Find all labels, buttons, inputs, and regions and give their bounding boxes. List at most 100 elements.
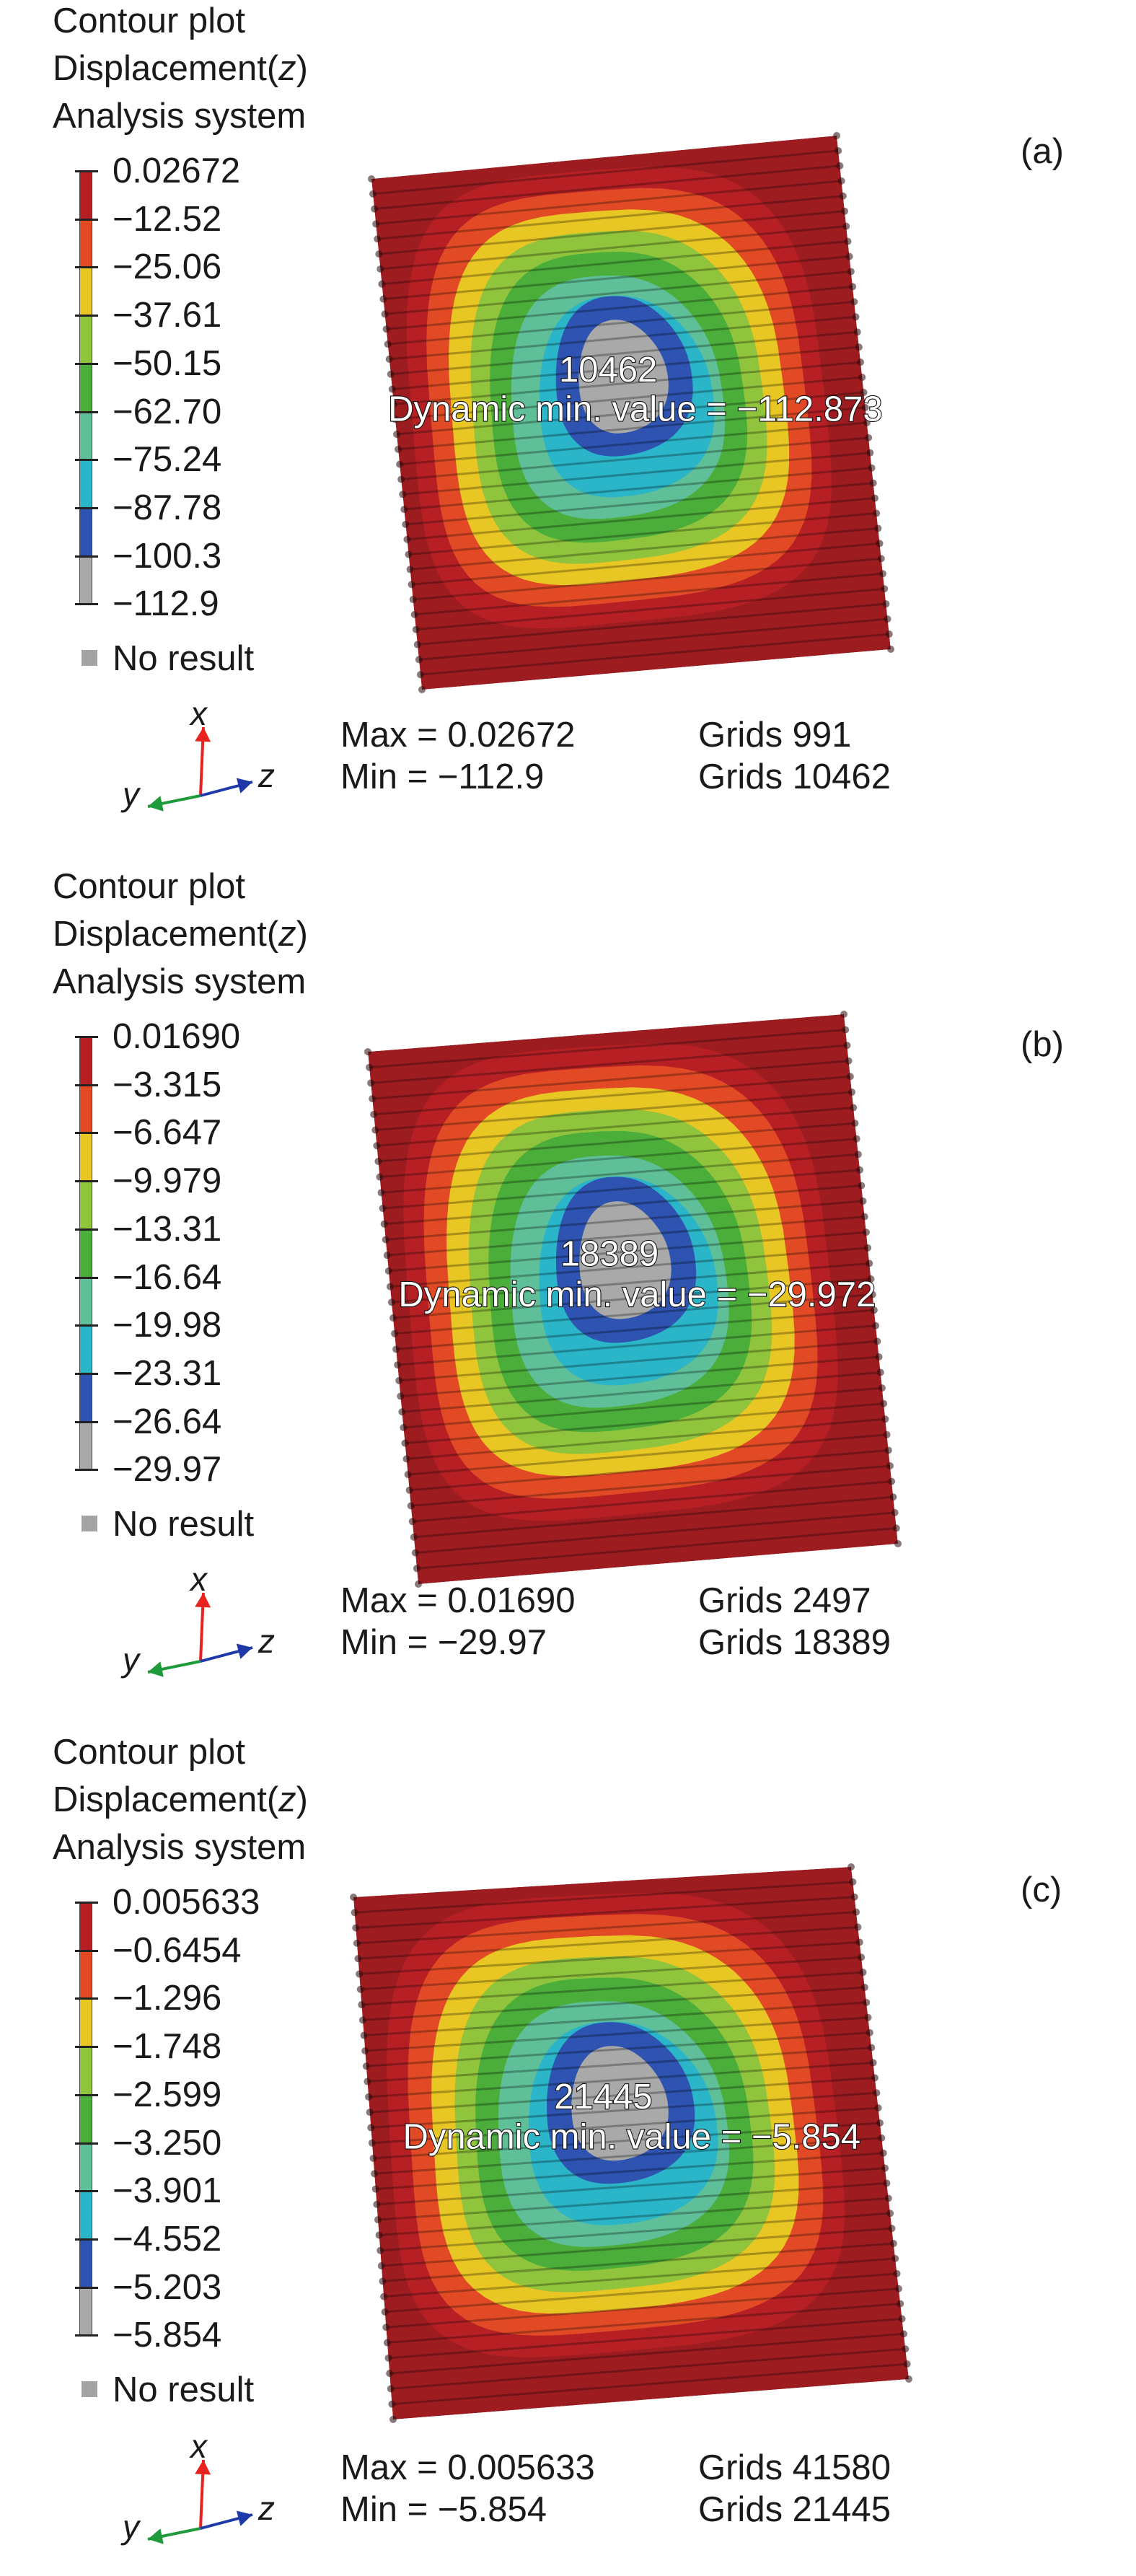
mesh-row-line	[415, 1511, 895, 1555]
z-axis-label: z	[258, 2489, 275, 2527]
mesh-edge-node	[849, 1878, 857, 1886]
mesh-edge-node	[864, 1244, 872, 1252]
mesh-edge-node	[401, 1439, 409, 1447]
mesh-row-line	[356, 1911, 857, 1945]
mesh-edge-node	[382, 325, 390, 333]
mesh-edge-node	[840, 1011, 847, 1018]
legend-tick	[75, 1083, 98, 1086]
mesh-row-line	[417, 602, 886, 646]
mesh-edge-node	[860, 389, 868, 396]
mesh-row-line	[374, 2137, 882, 2175]
max-value: Max = 0.02672	[340, 716, 576, 755]
mesh-edge-node	[894, 1540, 902, 1547]
mesh-edge-node	[385, 355, 393, 363]
legend-tick	[75, 1420, 98, 1423]
panel-label: (c)	[1021, 1871, 1062, 1909]
mesh-edge-node	[860, 1213, 868, 1221]
dynamic-min-value: Dynamic min. value = −29.972	[398, 1275, 876, 1314]
mesh-edge-node	[888, 1477, 896, 1485]
mesh-edge-node	[394, 1361, 402, 1369]
max-value: Max = 0.01690	[340, 1581, 576, 1620]
dynamic-min-value: Dynamic min. value = −112.873	[388, 390, 882, 429]
mesh-edge-node	[899, 2330, 907, 2338]
legend-tick	[75, 506, 98, 509]
mesh-edge-node	[884, 615, 891, 623]
mesh-edge-node	[866, 449, 874, 457]
legend-label: −37.61	[113, 296, 222, 335]
colorbar-band	[80, 316, 92, 364]
mesh-edge-node	[878, 1384, 886, 1392]
mesh-edge-node	[389, 1314, 397, 1322]
mesh-edge-node	[409, 596, 417, 604]
mesh-edge-node	[381, 310, 389, 318]
mesh-edge-node	[875, 1353, 883, 1360]
mesh-row-line	[382, 1169, 860, 1210]
mesh-edge-node	[842, 222, 850, 230]
mesh-edge-node	[384, 2354, 392, 2362]
mesh-row-line	[371, 2091, 877, 2129]
mesh-edge-node	[364, 2078, 371, 2085]
mesh-row-line	[411, 542, 880, 586]
mesh-edge-node	[358, 2001, 366, 2009]
mesh-row-line	[374, 1075, 850, 1116]
legend-label: −16.64	[113, 1257, 222, 1297]
mesh-row-line	[396, 391, 864, 436]
colorbar	[79, 1902, 92, 2335]
mesh-edge-node	[391, 1329, 399, 1337]
mesh-edge-node	[886, 1462, 894, 1470]
mesh-row-line	[389, 2332, 904, 2375]
legend-label: 0.02672	[113, 151, 241, 190]
mesh-edge-node	[371, 2185, 379, 2193]
mesh-edge-node	[852, 313, 860, 321]
mesh-edge-node	[392, 1345, 400, 1353]
mesh-edge-node	[368, 175, 375, 183]
mesh-row-line	[410, 1464, 891, 1507]
max-grid-id: Grids 41580	[698, 2448, 891, 2487]
mesh-edge-node	[885, 630, 893, 638]
mesh-row-line	[412, 1480, 892, 1523]
mesh-edge-node	[881, 585, 889, 593]
mesh-edge-node	[868, 1291, 876, 1298]
mesh-edge-node	[883, 2179, 891, 2187]
mesh-edge-node	[372, 220, 380, 228]
mesh-edge-node	[879, 2149, 887, 2157]
no-result-swatch	[82, 1516, 97, 1531]
mesh-row-line	[377, 2167, 886, 2206]
legend-tick	[75, 1949, 98, 1952]
colorbar-band	[80, 2047, 92, 2096]
legend-tick	[75, 459, 98, 462]
mesh-edge-node	[876, 2119, 884, 2127]
colorbar-band	[80, 1326, 92, 1374]
mesh-edge-node	[858, 374, 866, 382]
mesh-edge-node	[868, 464, 876, 472]
mesh-edge-node	[879, 570, 886, 578]
mesh-row-line	[362, 1986, 865, 2021]
colorbar-band	[80, 172, 92, 220]
z-axis-label: z	[258, 757, 275, 794]
mesh-row-line	[377, 195, 843, 240]
legend-label: −5.854	[113, 2316, 222, 2355]
legend-label: −3.901	[113, 2171, 222, 2211]
legend-tick	[75, 1228, 98, 1231]
colorbar-band	[80, 219, 92, 268]
colorbar-band	[80, 1951, 92, 2000]
colorbar-band	[80, 1999, 92, 2048]
z-axis-arrow-head	[236, 1643, 252, 1659]
mesh-row-line	[382, 2242, 894, 2282]
mesh-edge-node	[388, 385, 396, 393]
mesh-edge-node	[413, 641, 421, 649]
y-axis-arrow-head	[148, 1661, 164, 1677]
y-axis-arrow-head	[148, 796, 164, 812]
mesh-row-line	[408, 1433, 887, 1476]
mesh-row-line	[404, 467, 872, 511]
mesh-edge-node	[891, 1508, 899, 1516]
mesh-row-line	[413, 1495, 894, 1539]
colorbar-band	[80, 1903, 92, 1951]
mesh-edge-node	[878, 2134, 886, 2142]
colorbar-band	[80, 268, 92, 317]
mesh-edge-node	[356, 1970, 364, 1978]
mesh-edge-node	[886, 2210, 894, 2217]
mesh-edge-node	[399, 491, 407, 498]
mesh-row-line	[379, 210, 845, 255]
legend-tick	[75, 410, 98, 413]
